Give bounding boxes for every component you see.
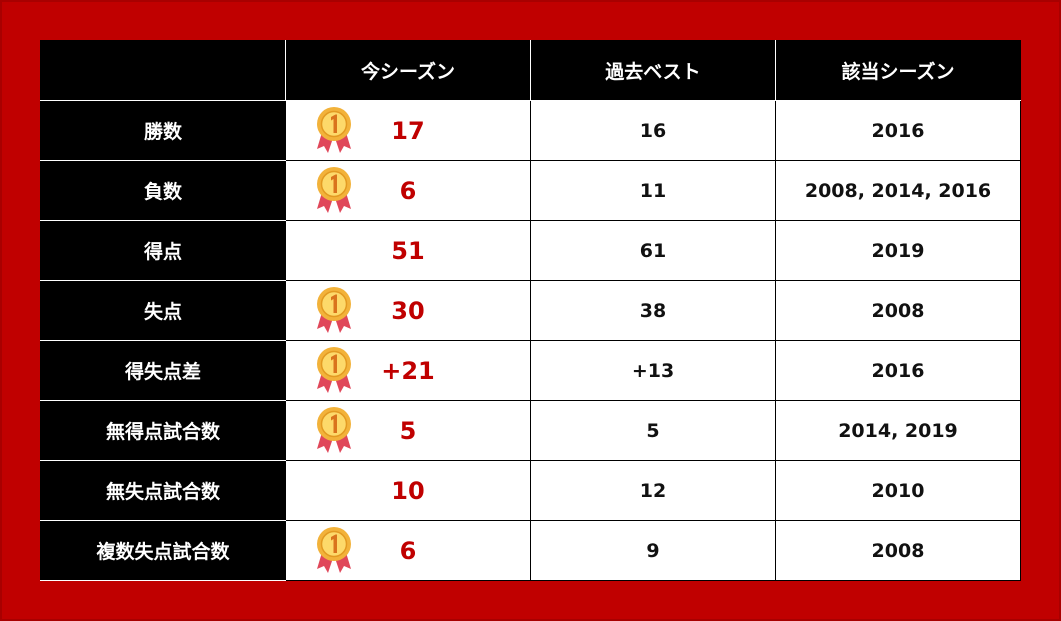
row-label: 負数 (40, 160, 286, 221)
table-row: 複数失点試合数 6 9 2008 (40, 520, 1021, 581)
best-value: +13 (530, 340, 776, 401)
current-value: 6 (285, 520, 531, 581)
best-value: 11 (530, 160, 776, 221)
current-value: 10 (285, 460, 531, 521)
best-season: 2019 (775, 220, 1021, 281)
best-season: 2008, 2014, 2016 (775, 160, 1021, 221)
medal-icon (314, 525, 354, 575)
current-value: 5 (285, 400, 531, 461)
stats-table: 今シーズン 過去ベスト 該当シーズン 勝数 17 16 2016 負数 6 11 2008, … (40, 40, 1021, 581)
best-value: 38 (530, 280, 776, 341)
best-season: 2016 (775, 340, 1021, 401)
medal-icon (314, 165, 354, 215)
best-season: 2014, 2019 (775, 400, 1021, 461)
best-value: 5 (530, 400, 776, 461)
best-value: 61 (530, 220, 776, 281)
current-value: 17 (285, 100, 531, 161)
row-label: 失点 (40, 280, 286, 341)
best-value: 16 (530, 100, 776, 161)
table-row: 負数 6 11 2008, 2014, 2016 (40, 160, 1021, 221)
best-season: 2008 (775, 280, 1021, 341)
row-label: 勝数 (40, 100, 286, 161)
column-header: 過去ベスト (530, 40, 776, 101)
current-value: 51 (285, 220, 531, 281)
table-row: 無得点試合数 5 5 2014, 2019 (40, 400, 1021, 461)
header-corner (40, 40, 286, 101)
current-value: 30 (285, 280, 531, 341)
table-row: 得失点差 +21 +13 2016 (40, 340, 1021, 401)
column-header: 該当シーズン (775, 40, 1021, 101)
table-row: 得点 51 61 2019 (40, 220, 1021, 281)
table-row: 無失点試合数 10 12 2010 (40, 460, 1021, 521)
row-label: 得失点差 (40, 340, 286, 401)
best-season: 2008 (775, 520, 1021, 581)
table-body: 勝数 17 16 2016 負数 6 11 2008, 2014, 2016 得点 51 61 201… (40, 100, 1021, 581)
best-value: 9 (530, 520, 776, 581)
current-value: 6 (285, 160, 531, 221)
row-label: 無失点試合数 (40, 460, 286, 521)
row-label: 複数失点試合数 (40, 520, 286, 581)
best-season: 2016 (775, 100, 1021, 161)
column-header: 今シーズン (285, 40, 531, 101)
medal-icon (314, 285, 354, 335)
medal-icon (314, 405, 354, 455)
row-label: 無得点試合数 (40, 400, 286, 461)
medal-icon (314, 345, 354, 395)
table-row: 勝数 17 16 2016 (40, 100, 1021, 161)
table-row: 失点 30 38 2008 (40, 280, 1021, 341)
current-value: +21 (285, 340, 531, 401)
row-label: 得点 (40, 220, 286, 281)
best-season: 2010 (775, 460, 1021, 521)
best-value: 12 (530, 460, 776, 521)
medal-icon (314, 105, 354, 155)
header-row: 今シーズン 過去ベスト 該当シーズン (40, 40, 1021, 101)
